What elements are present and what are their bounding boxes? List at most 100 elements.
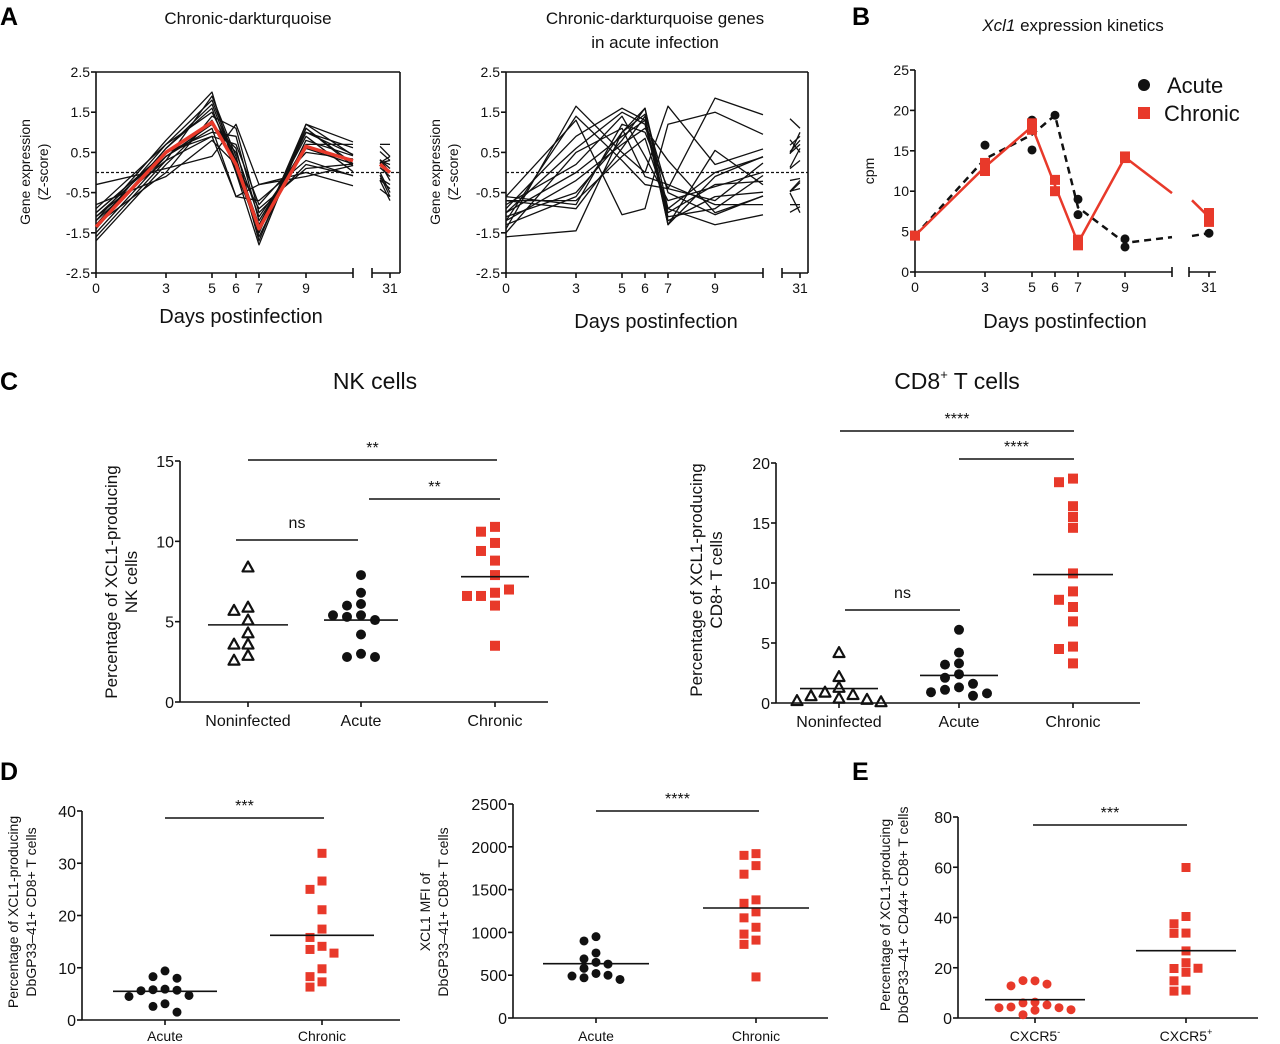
data-point-acute xyxy=(968,690,978,701)
y-tick-label: -1.5 xyxy=(66,225,90,241)
y-axis-label-line2: CD8+ T cells xyxy=(707,531,726,628)
data-point-chronic xyxy=(980,157,990,168)
y-axis-label-line1: Percentage of XCL1-producing xyxy=(877,819,893,1011)
data-point-chronic xyxy=(490,570,500,581)
x-category-label: Chronic xyxy=(1045,714,1100,731)
y-axis-label-line1: Gene expression xyxy=(17,119,33,225)
y-axis-label-line2: DbGP33–41+ CD8+ T cells xyxy=(23,827,39,996)
x-tick-label: 9 xyxy=(1121,279,1129,295)
series-group-A2 xyxy=(505,97,808,238)
data-point-chronic xyxy=(1054,477,1064,488)
data-point-cxcr5- xyxy=(1030,1005,1040,1015)
data-point-noninfected xyxy=(804,689,818,702)
gene-profile-line xyxy=(95,123,354,186)
data-point-acute xyxy=(954,647,964,658)
y-tick-label: 25 xyxy=(893,62,909,78)
y-tick-label: 20 xyxy=(752,456,770,473)
data-point-acute xyxy=(148,985,158,995)
gene-profile-line xyxy=(505,113,764,226)
data-point-cxcr5- xyxy=(1181,967,1191,977)
panel-d-percentage: Percentage of XCL1-producing DbGP33–41+ … xyxy=(5,816,39,1008)
y-axis-label-line2: DbGP33–41+ CD8+ T cells xyxy=(435,827,451,996)
axes-A2: 0 3 5 6 7 9 31 -2.5 -1.5 -0.5 0.5 1.5 2.5 xyxy=(476,64,809,296)
data-point-acute xyxy=(940,684,950,695)
data-point-chronic xyxy=(490,640,500,651)
category-main: CXCR5 xyxy=(1160,1028,1208,1044)
data-point-cxcr5- xyxy=(1193,963,1203,973)
gene-profile-line xyxy=(505,97,764,222)
x-tick-label: 5 xyxy=(618,280,626,296)
scatter-C-NK: 0 5 10 15 Noninfected Acute Chronic ** ** ns xyxy=(156,440,548,730)
series-group-B xyxy=(910,110,1214,252)
data-point-acute xyxy=(356,587,366,598)
chart-title: NK cells xyxy=(333,368,417,394)
data-point-acute xyxy=(148,972,158,982)
data-point-chronic xyxy=(490,600,500,611)
data-point-acute xyxy=(980,140,990,150)
y-tick-label: 500 xyxy=(480,968,507,985)
data-point-acute xyxy=(591,932,601,942)
data-point-chronic xyxy=(1054,644,1064,654)
y-tick-label: -0.5 xyxy=(66,185,90,201)
data-point-chronic xyxy=(751,895,761,905)
y-tick-label: 10 xyxy=(58,961,76,978)
data-point-noninfected xyxy=(846,687,860,701)
gene-profile-line xyxy=(505,111,764,216)
data-point-acute xyxy=(172,973,182,983)
gene-profile-line-after-break xyxy=(789,139,801,153)
data-point-acute xyxy=(591,968,601,978)
y-tick-label: 2.5 xyxy=(71,64,91,80)
data-point-noninfected xyxy=(241,613,255,626)
data-point-chronic xyxy=(490,521,500,532)
panel-c-cd8-t-cells: CD8+ T cells Percentage of XCL1-producin… xyxy=(687,367,1020,697)
data-point-chronic xyxy=(1068,641,1078,652)
module-mean-line xyxy=(94,120,354,231)
chart-title-line1: Chronic-darkturquoise genes xyxy=(546,9,764,28)
scatter-C-CD8: 0 5 10 15 20 Noninfected Acute Chronic **** **** n… xyxy=(752,411,1140,731)
data-point-chronic xyxy=(317,941,327,951)
title-main: CD8 xyxy=(894,368,940,394)
y-tick-label: -1.5 xyxy=(476,225,500,241)
x-tick-label: 9 xyxy=(711,280,719,296)
panel-a-chronic-darkturquoise: Chronic-darkturquoise Days postinfection… xyxy=(17,9,332,328)
panel-c-nk-cells: NK cells Percentage of XCL1-producing NK… xyxy=(102,368,417,699)
data-point-cxcr5- xyxy=(1169,964,1179,974)
y-tick-label: 20 xyxy=(58,909,76,926)
data-point-noninfected xyxy=(818,685,832,698)
data-point-acute xyxy=(1050,110,1060,120)
gene-profile-line xyxy=(505,127,764,222)
gene-profile-line xyxy=(95,107,354,246)
data-point-acute xyxy=(160,966,170,976)
y-axis-label-line1: Percentage of XCL1-producing xyxy=(5,816,21,1008)
mean-line-chronic xyxy=(914,124,1173,246)
gene-profile-line-after-break xyxy=(379,151,391,161)
data-point-noninfected xyxy=(832,680,846,693)
data-point-cxcr5- xyxy=(1054,1003,1064,1013)
y-axis-label-line1: Percentage of XCL1-producing xyxy=(687,463,706,696)
legend-marker-acute xyxy=(1138,79,1150,91)
data-point-chronic xyxy=(1068,658,1078,669)
data-point-chronic xyxy=(1068,501,1078,512)
x-tick-label: 0 xyxy=(911,279,919,295)
data-point-cxcr5- xyxy=(1042,979,1052,989)
y-tick-label: 0.5 xyxy=(71,144,91,160)
data-point-chronic xyxy=(1204,216,1214,227)
significance-label: **** xyxy=(665,791,690,808)
gene-profile-line xyxy=(505,105,764,230)
data-point-noninfected xyxy=(241,560,255,573)
data-point-cxcr5- xyxy=(1181,928,1191,938)
data-point-acute xyxy=(940,659,950,670)
data-point-chronic xyxy=(305,982,315,992)
data-point-chronic xyxy=(305,884,315,894)
y-tick-label: 2.5 xyxy=(481,64,501,80)
data-point-chronic xyxy=(739,869,749,879)
significance-label: **** xyxy=(945,411,970,428)
data-point-chronic xyxy=(504,584,514,595)
module-mean-line-after-break xyxy=(378,162,392,174)
data-point-cxcr5- xyxy=(1006,1002,1016,1012)
data-point-acute xyxy=(1027,145,1037,155)
gene-profile-line-after-break xyxy=(789,177,801,182)
data-point-cxcr5- xyxy=(1169,919,1179,929)
y-tick-label: 0 xyxy=(901,264,909,280)
chart-title: CD8+ T cells xyxy=(894,367,1020,394)
